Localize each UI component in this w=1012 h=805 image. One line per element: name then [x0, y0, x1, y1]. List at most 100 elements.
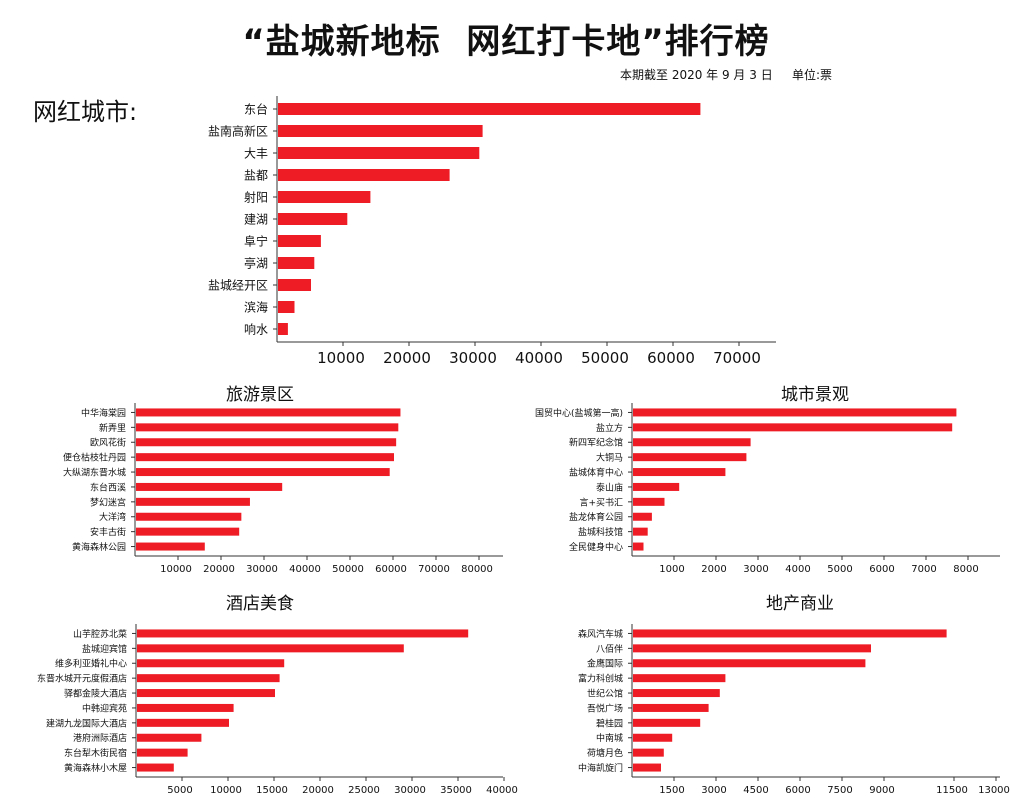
- bar-scenic: [136, 423, 399, 432]
- category-label-cities: 阜宁: [244, 234, 268, 249]
- x-tick-label-realestate: 11500: [936, 785, 968, 796]
- bar-realestate: [633, 763, 661, 772]
- category-label-realestate: 八佰伴: [596, 643, 623, 655]
- category-label-realestate: 森风汽车城: [578, 628, 623, 640]
- category-label-hotels: 黄海森林小木屋: [64, 762, 127, 774]
- x-tick-label-hotels: 10000: [210, 785, 242, 796]
- category-label-cityscape: 全民健身中心: [569, 541, 623, 553]
- unit-note: 单位:票: [792, 68, 833, 82]
- category-label-cities: 盐城经开区: [208, 279, 268, 293]
- category-label-cities: 亭湖: [244, 256, 268, 271]
- category-label-hotels: 驿都金陵大酒店: [64, 687, 127, 699]
- x-tick-label-cities: 60000: [647, 349, 695, 367]
- category-label-hotels: 盐城迎宾馆: [82, 643, 127, 655]
- bar-cityscape: [633, 512, 652, 521]
- x-tick-label-hotels: 40000: [486, 785, 518, 796]
- x-tick-label-cities: 10000: [317, 349, 365, 367]
- bar-scenic: [136, 453, 394, 462]
- x-tick-label-hotels: 35000: [440, 785, 472, 796]
- x-tick-label-cityscape: 5000: [827, 564, 852, 575]
- x-tick-label-realestate: 4500: [743, 785, 768, 796]
- bar-cityscape: [633, 527, 648, 536]
- bar-hotels: [137, 689, 275, 698]
- category-label-realestate: 碧桂园: [596, 717, 623, 729]
- category-label-cityscape: 新四军纪念馆: [569, 437, 623, 449]
- category-label-cityscape: 国贸中心(盐城第一高): [535, 407, 623, 419]
- category-label-cityscape: 盐立方: [596, 422, 623, 434]
- x-tick-label-scenic: 10000: [160, 564, 192, 575]
- category-label-cityscape: 言+买书汇: [579, 496, 623, 508]
- x-tick-label-cityscape: 8000: [953, 564, 978, 575]
- category-label-hotels: 山芋腔苏北菜: [73, 628, 127, 640]
- bar-cityscape: [633, 423, 953, 432]
- bar-scenic: [136, 438, 397, 447]
- category-label-scenic: 中华海棠园: [81, 407, 126, 419]
- category-label-cities: 射阳: [244, 190, 268, 205]
- bar-hotels: [137, 674, 280, 683]
- bar-hotels: [137, 644, 404, 653]
- x-tick-label-scenic: 80000: [461, 564, 493, 575]
- bar-realestate: [633, 629, 947, 638]
- section-label-cities: 网红城市:: [33, 98, 138, 126]
- x-tick-label-hotels: 15000: [256, 785, 288, 796]
- x-tick-label-scenic: 20000: [203, 564, 235, 575]
- category-label-realestate: 中海凯旋门: [578, 762, 623, 774]
- category-label-hotels: 港府洲际酒店: [73, 732, 127, 744]
- bar-realestate: [633, 659, 866, 668]
- x-tick-label-hotels: 5000: [167, 785, 192, 796]
- bar-cityscape: [633, 438, 751, 447]
- bar-hotels: [137, 629, 469, 638]
- bar-hotels: [137, 659, 285, 668]
- bar-cityscape: [633, 497, 665, 506]
- bar-realestate: [633, 748, 664, 757]
- bar-hotels: [137, 718, 229, 727]
- x-tick-label-realestate: 9000: [869, 785, 894, 796]
- x-tick-label-cityscape: 6000: [869, 564, 894, 575]
- x-tick-label-realestate: 3000: [701, 785, 726, 796]
- category-label-hotels: 维多利亚婚礼中心: [55, 658, 127, 670]
- bar-cities: [278, 103, 701, 115]
- category-label-cities: 盐都: [244, 169, 268, 183]
- bar-cityscape: [633, 542, 644, 551]
- chart-title-scenic: 旅游景区: [226, 385, 294, 405]
- x-tick-label-hotels: 20000: [302, 785, 334, 796]
- category-label-scenic: 安丰古街: [90, 526, 126, 538]
- category-label-cityscape: 盐城体育中心: [569, 466, 623, 478]
- x-tick-label-hotels: 30000: [394, 785, 426, 796]
- bar-cities: [278, 301, 295, 313]
- category-label-scenic: 梦幻迷宫: [90, 496, 126, 508]
- bar-cityscape: [633, 408, 957, 417]
- category-label-cityscape: 大铜马: [596, 452, 623, 464]
- page-title: “盐城新地标 网红打卡地”排行榜: [242, 22, 770, 62]
- x-tick-label-cities: 50000: [581, 349, 629, 367]
- category-label-cities: 大丰: [244, 147, 268, 161]
- x-tick-label-hotels: 25000: [348, 785, 380, 796]
- bar-scenic: [136, 482, 283, 491]
- category-label-cityscape: 盐龙体育公园: [569, 511, 623, 523]
- category-label-hotels: 东台犁木街民宿: [64, 747, 127, 759]
- category-label-hotels: 东晋水城开元度假酒店: [37, 673, 127, 685]
- x-tick-label-cityscape: 1000: [659, 564, 684, 575]
- category-label-realestate: 富力科创城: [578, 673, 623, 685]
- x-tick-label-cityscape: 2000: [701, 564, 726, 575]
- x-tick-label-cities: 70000: [713, 349, 761, 367]
- category-label-realestate: 世纪公馆: [587, 687, 623, 699]
- date-note: 本期截至 2020 年 9 月 3 日: [620, 68, 773, 82]
- bar-realestate: [633, 718, 701, 727]
- x-tick-label-realestate: 6000: [785, 785, 810, 796]
- category-label-scenic: 东台西溪: [90, 481, 126, 493]
- x-tick-label-cityscape: 3000: [743, 564, 768, 575]
- bar-hotels: [137, 748, 188, 757]
- bar-scenic: [136, 408, 401, 417]
- x-tick-label-realestate: 7500: [827, 785, 852, 796]
- bar-realestate: [633, 644, 871, 653]
- bar-cityscape: [633, 482, 680, 491]
- bar-realestate: [633, 689, 720, 698]
- category-label-scenic: 便仓枯枝牡丹园: [63, 452, 126, 464]
- bar-cities: [278, 235, 321, 247]
- bar-scenic: [136, 497, 250, 506]
- bar-cities: [278, 191, 371, 203]
- bar-hotels: [137, 703, 234, 712]
- x-tick-label-cities: 20000: [383, 349, 431, 367]
